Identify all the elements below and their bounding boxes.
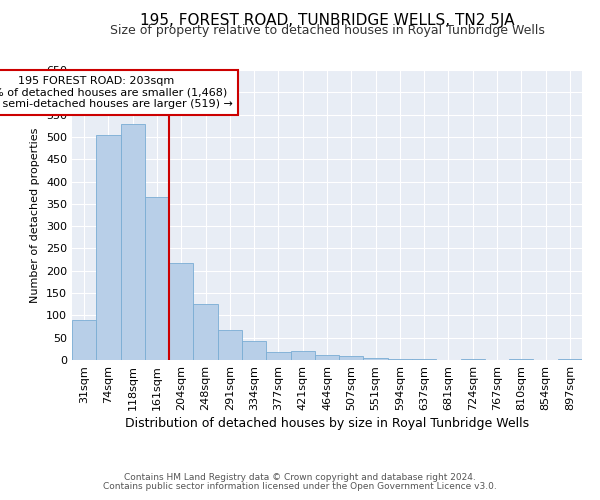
Text: Size of property relative to detached houses in Royal Tunbridge Wells: Size of property relative to detached ho… — [110, 24, 544, 37]
Bar — [461, 359, 485, 360]
Bar — [290, 351, 315, 360]
Bar — [169, 262, 193, 360]
Bar — [339, 356, 364, 360]
Text: 195 FOREST ROAD: 203sqm
← 74% of detached houses are smaller (1,468)
26% of semi: 195 FOREST ROAD: 203sqm ← 74% of detache… — [0, 76, 233, 109]
Text: Contains HM Land Registry data © Crown copyright and database right 2024.: Contains HM Land Registry data © Crown c… — [124, 474, 476, 482]
Bar — [315, 354, 339, 360]
Bar — [193, 304, 218, 360]
X-axis label: Distribution of detached houses by size in Royal Tunbridge Wells: Distribution of detached houses by size … — [125, 417, 529, 430]
Bar — [412, 359, 436, 360]
Bar — [218, 330, 242, 360]
Bar — [72, 320, 96, 360]
Bar — [145, 197, 169, 360]
Bar — [388, 359, 412, 360]
Bar — [96, 134, 121, 360]
Text: Contains public sector information licensed under the Open Government Licence v3: Contains public sector information licen… — [103, 482, 497, 491]
Bar — [121, 124, 145, 360]
Bar — [364, 358, 388, 360]
Bar — [509, 359, 533, 360]
Bar — [266, 352, 290, 360]
Bar — [242, 342, 266, 360]
Text: 195, FOREST ROAD, TUNBRIDGE WELLS, TN2 5JA: 195, FOREST ROAD, TUNBRIDGE WELLS, TN2 5… — [140, 12, 514, 28]
Y-axis label: Number of detached properties: Number of detached properties — [31, 128, 40, 302]
Bar — [558, 359, 582, 360]
